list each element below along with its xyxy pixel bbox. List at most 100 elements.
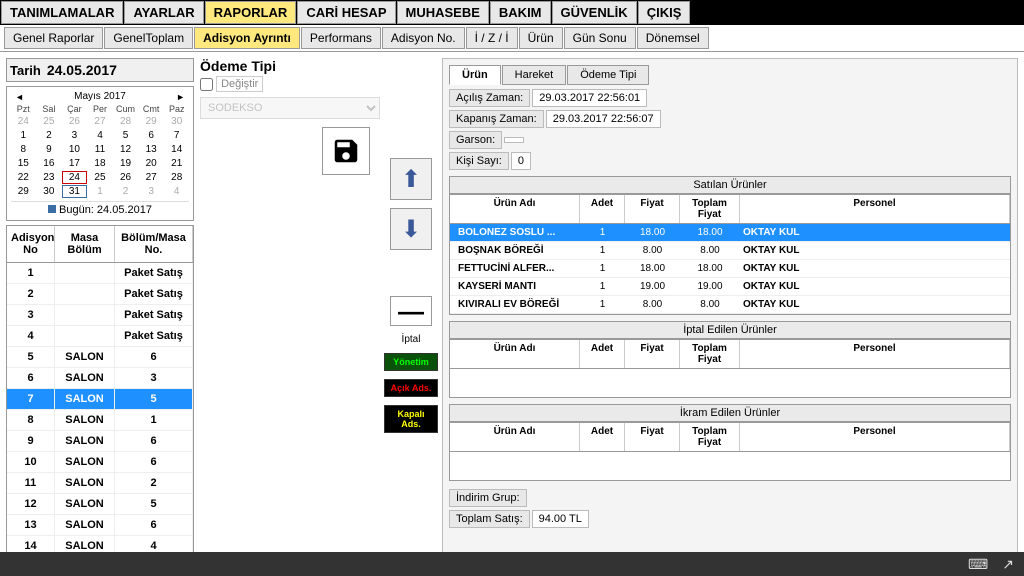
cal-day[interactable]: 26 [113,171,138,184]
sub-tab-7[interactable]: Gün Sonu [564,27,636,49]
main-tab-6[interactable]: GÜVENLİK [552,1,637,24]
cal-day[interactable]: 9 [37,143,62,156]
cal-day[interactable]: 23 [37,171,62,184]
degistir-checkbox[interactable] [200,78,213,91]
detail-tab-0[interactable]: Ürün [449,65,501,85]
col-urun-adi[interactable]: Ürün Adı [450,195,580,223]
table-row[interactable]: 2Paket Satış [7,284,193,305]
table-row[interactable]: 10SALON6 [7,452,193,473]
cal-day[interactable]: 6 [139,129,164,142]
sub-tab-5[interactable]: İ / Z / İ [466,27,518,49]
sub-tab-6[interactable]: Ürün [519,27,563,49]
product-row[interactable]: KAYSERİ MANTI119.0019.00OKTAY KUL [450,278,1010,296]
cal-day[interactable]: 5 [113,129,138,142]
main-tab-5[interactable]: BAKIM [490,1,551,24]
sub-tab-0[interactable]: Genel Raporlar [4,27,103,49]
col-adet[interactable]: Adet [580,195,625,223]
cal-day[interactable]: 1 [11,129,36,142]
cal-day[interactable]: 24 [62,171,87,184]
table-row[interactable]: 13SALON6 [7,515,193,536]
product-row[interactable]: BOLONEZ SOSLU ...118.0018.00OKTAY KUL [450,224,1010,242]
table-row[interactable]: 1Paket Satış [7,263,193,284]
cal-day[interactable]: 25 [37,115,62,128]
kapali-ads-button[interactable]: Kapalı Ads. [384,405,438,433]
main-tab-0[interactable]: TANIMLAMALAR [1,1,123,24]
cal-day[interactable]: 28 [113,115,138,128]
detail-tab-2[interactable]: Ödeme Tipi [567,65,649,85]
main-tab-1[interactable]: AYARLAR [124,1,203,24]
cal-day[interactable]: 2 [113,185,138,198]
sub-tab-3[interactable]: Performans [301,27,381,49]
keyboard-icon[interactable]: ⌨ [968,556,988,573]
save-button[interactable] [322,127,370,175]
cal-day[interactable]: 27 [88,115,113,128]
cal-day[interactable]: 25 [88,171,113,184]
col-adisyon-no[interactable]: Adisyon No [7,226,55,262]
col-bolum-masa-no[interactable]: Bölüm/Masa No. [115,226,193,262]
sub-tab-1[interactable]: GenelToplam [104,27,193,49]
product-row[interactable]: BOŞNAK BÖREĞİ18.008.00OKTAY KUL [450,242,1010,260]
cal-day[interactable]: 1 [88,185,113,198]
table-row[interactable]: 3Paket Satış [7,305,193,326]
cal-day[interactable]: 15 [11,157,36,170]
table-row[interactable]: 11SALON2 [7,473,193,494]
cal-day[interactable]: 24 [11,115,36,128]
cal-day[interactable]: 14 [164,143,189,156]
cal-day[interactable]: 27 [139,171,164,184]
cal-day[interactable]: 7 [164,129,189,142]
cal-day[interactable]: 3 [139,185,164,198]
cal-day[interactable]: 29 [11,185,36,198]
table-row[interactable]: 6SALON3 [7,368,193,389]
cal-next[interactable]: ► [172,92,189,102]
cal-day[interactable]: 11 [88,143,113,156]
cal-day[interactable]: 12 [113,143,138,156]
cal-day[interactable]: 22 [11,171,36,184]
cal-day[interactable]: 16 [37,157,62,170]
cal-prev[interactable]: ◄ [11,92,28,102]
sub-tab-4[interactable]: Adisyon No. [382,27,465,49]
cal-day[interactable]: 2 [37,129,62,142]
cal-day[interactable]: 8 [11,143,36,156]
up-button[interactable]: ⬆ [390,158,432,200]
cal-day[interactable]: 19 [113,157,138,170]
cal-day[interactable]: 31 [62,185,87,198]
cal-day[interactable]: 13 [139,143,164,156]
cal-day[interactable]: 4 [164,185,189,198]
table-row[interactable]: 9SALON6 [7,431,193,452]
cal-day[interactable]: 17 [62,157,87,170]
table-row[interactable]: 8SALON1 [7,410,193,431]
sub-tab-8[interactable]: Dönemsel [637,27,709,49]
sub-tab-2[interactable]: Adisyon Ayrıntı [194,27,300,49]
cal-day[interactable]: 21 [164,157,189,170]
share-icon[interactable]: ↗ [1002,556,1014,573]
cal-day[interactable]: 3 [62,129,87,142]
detail-tab-1[interactable]: Hareket [502,65,567,85]
cal-day[interactable]: 4 [88,129,113,142]
table-row[interactable]: 7SALON5 [7,389,193,410]
cal-day[interactable]: 30 [164,115,189,128]
cal-footer[interactable]: Bugün: 24.05.2017 [11,201,189,216]
yonetim-button[interactable]: Yönetim [384,353,438,371]
cal-day[interactable]: 29 [139,115,164,128]
cal-day[interactable]: 10 [62,143,87,156]
cal-day[interactable]: 26 [62,115,87,128]
col-toplam-fiyat[interactable]: Toplam Fiyat [680,195,740,223]
cal-day[interactable]: 30 [37,185,62,198]
acik-ads-button[interactable]: Açık Ads. [384,379,438,397]
main-tab-3[interactable]: CARİ HESAP [297,1,395,24]
cal-day[interactable]: 28 [164,171,189,184]
table-row[interactable]: 4Paket Satış [7,326,193,347]
product-row[interactable]: KIVIRALI EV BÖREĞİ18.008.00OKTAY KUL [450,296,1010,314]
iptal-button[interactable]: — [390,296,432,326]
cal-day[interactable]: 18 [88,157,113,170]
down-button[interactable]: ⬇ [390,208,432,250]
main-tab-7[interactable]: ÇIKIŞ [638,1,691,24]
main-tab-2[interactable]: RAPORLAR [205,1,297,24]
col-fiyat[interactable]: Fiyat [625,195,680,223]
table-row[interactable]: 12SALON5 [7,494,193,515]
table-row[interactable]: 5SALON6 [7,347,193,368]
main-tab-4[interactable]: MUHASEBE [397,1,489,24]
col-personel[interactable]: Personel [740,195,1010,223]
cal-title[interactable]: Mayıs 2017 [74,91,126,102]
product-row[interactable]: FETTUCİNİ ALFER...118.0018.00OKTAY KUL [450,260,1010,278]
